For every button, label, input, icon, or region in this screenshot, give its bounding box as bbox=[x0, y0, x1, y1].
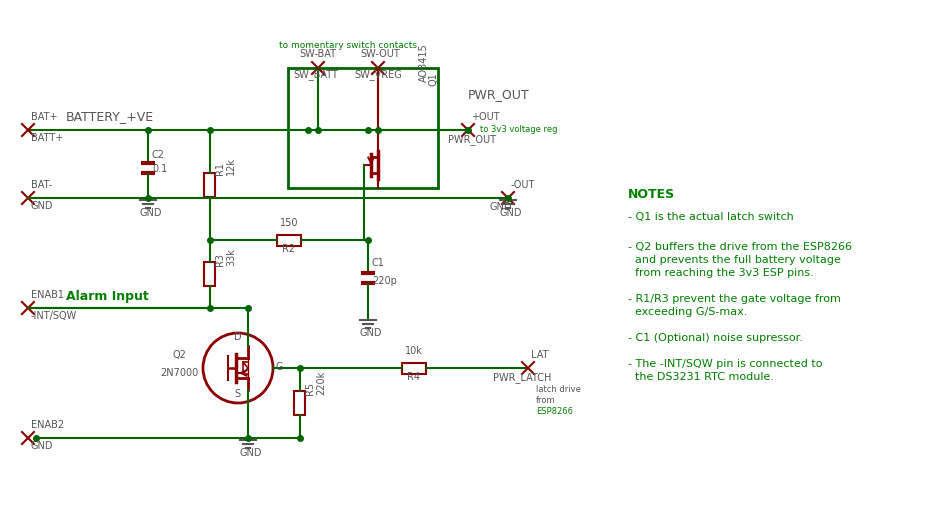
Text: GND: GND bbox=[500, 208, 522, 218]
Text: S: S bbox=[234, 389, 240, 399]
Text: BATTERY_+VE: BATTERY_+VE bbox=[66, 110, 154, 123]
Bar bbox=[276, 235, 300, 245]
Text: the DS3231 RTC module.: the DS3231 RTC module. bbox=[628, 372, 773, 382]
Text: R1: R1 bbox=[215, 162, 224, 175]
Text: PWR_OUT: PWR_OUT bbox=[448, 134, 495, 145]
Text: ENAB2: ENAB2 bbox=[31, 420, 64, 430]
Bar bbox=[204, 262, 215, 286]
Text: GND: GND bbox=[140, 208, 162, 218]
Text: +OUT: +OUT bbox=[471, 112, 499, 122]
Text: Alarm Input: Alarm Input bbox=[66, 290, 148, 303]
Text: R2: R2 bbox=[282, 244, 295, 254]
Text: 10k: 10k bbox=[404, 346, 423, 356]
Text: SW-BAT: SW-BAT bbox=[299, 49, 337, 59]
Text: R5: R5 bbox=[305, 382, 314, 395]
Text: GND: GND bbox=[240, 448, 262, 458]
Text: 33k: 33k bbox=[226, 248, 235, 266]
Text: BAT-: BAT- bbox=[31, 180, 52, 190]
Text: GND: GND bbox=[31, 201, 54, 211]
Text: 12k: 12k bbox=[226, 157, 235, 175]
Bar bbox=[294, 391, 305, 415]
Text: GND: GND bbox=[360, 328, 382, 338]
Text: G: G bbox=[275, 362, 283, 372]
Text: AO3415: AO3415 bbox=[419, 43, 428, 82]
Text: to 3v3 voltage reg: to 3v3 voltage reg bbox=[479, 125, 557, 134]
Text: - The -INT/SQW pin is connected to: - The -INT/SQW pin is connected to bbox=[628, 359, 821, 369]
Text: 2N7000: 2N7000 bbox=[159, 368, 198, 378]
Text: NOTES: NOTES bbox=[628, 188, 675, 201]
Bar bbox=[287, 68, 438, 188]
Text: C1: C1 bbox=[372, 258, 385, 268]
Text: 220k: 220k bbox=[316, 371, 325, 395]
Text: GND: GND bbox=[31, 441, 54, 451]
Text: - Q2 buffers the drive from the ESP8266: - Q2 buffers the drive from the ESP8266 bbox=[628, 242, 851, 252]
Text: ENAB1: ENAB1 bbox=[31, 290, 64, 300]
Text: SW_BATT: SW_BATT bbox=[293, 69, 338, 80]
Text: SW_VREG: SW_VREG bbox=[354, 69, 401, 80]
Text: and prevents the full battery voltage: and prevents the full battery voltage bbox=[628, 255, 840, 265]
Text: Q1: Q1 bbox=[428, 72, 438, 86]
Text: latch drive: latch drive bbox=[536, 385, 580, 394]
Text: 150: 150 bbox=[279, 218, 298, 228]
Text: - R1/R3 prevent the gate voltage from: - R1/R3 prevent the gate voltage from bbox=[628, 294, 840, 304]
Text: LAT: LAT bbox=[530, 350, 548, 360]
Text: Q2: Q2 bbox=[172, 350, 186, 360]
Text: PWR_LATCH: PWR_LATCH bbox=[492, 372, 551, 383]
Text: BATT+: BATT+ bbox=[31, 133, 63, 143]
Text: BAT+: BAT+ bbox=[31, 112, 57, 122]
Text: SW-OUT: SW-OUT bbox=[360, 49, 400, 59]
Text: -OUT: -OUT bbox=[511, 180, 535, 190]
Text: PWR_OUT: PWR_OUT bbox=[467, 88, 529, 101]
Text: - Q1 is the actual latch switch: - Q1 is the actual latch switch bbox=[628, 212, 793, 222]
Text: C2: C2 bbox=[152, 150, 165, 160]
Text: GND: GND bbox=[489, 202, 512, 212]
Bar bbox=[401, 362, 425, 373]
Text: from reaching the 3v3 ESP pins.: from reaching the 3v3 ESP pins. bbox=[628, 268, 813, 278]
Text: -INT/SQW: -INT/SQW bbox=[31, 311, 77, 321]
Text: R4: R4 bbox=[407, 372, 420, 382]
Text: ESP8266: ESP8266 bbox=[536, 407, 572, 416]
Text: - C1 (Optional) noise supressor.: - C1 (Optional) noise supressor. bbox=[628, 333, 802, 343]
Text: D: D bbox=[234, 332, 241, 342]
Text: 0.1: 0.1 bbox=[152, 164, 167, 174]
Bar bbox=[204, 173, 215, 197]
Text: to momentary switch contacts: to momentary switch contacts bbox=[279, 41, 416, 50]
Text: 220p: 220p bbox=[372, 276, 397, 286]
Text: R3: R3 bbox=[215, 253, 224, 266]
Text: exceeding G/S-max.: exceeding G/S-max. bbox=[628, 307, 746, 317]
Text: from: from bbox=[536, 396, 555, 405]
